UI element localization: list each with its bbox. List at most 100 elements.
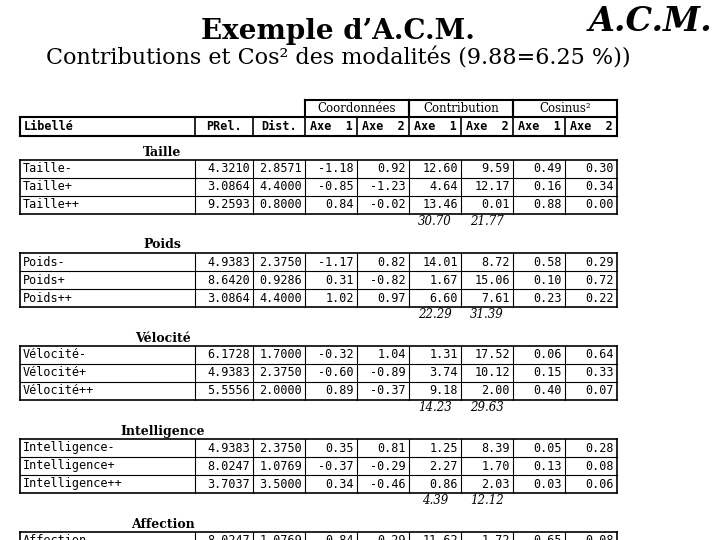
Text: 3.0864: 3.0864 <box>207 180 250 193</box>
Text: 0.97: 0.97 <box>377 292 406 305</box>
Text: 0.92: 0.92 <box>377 163 406 176</box>
Text: 6.1728: 6.1728 <box>207 348 250 361</box>
Text: 0.22: 0.22 <box>585 292 614 305</box>
Text: 0.86: 0.86 <box>430 477 458 490</box>
Text: 14.23: 14.23 <box>418 401 452 414</box>
Text: 0.82: 0.82 <box>377 255 406 268</box>
Text: 6.60: 6.60 <box>430 292 458 305</box>
Text: 0.49: 0.49 <box>534 163 562 176</box>
Text: 12.12: 12.12 <box>470 494 504 507</box>
Text: 14.01: 14.01 <box>423 255 458 268</box>
Text: Taille+: Taille+ <box>23 180 73 193</box>
Text: 0.84: 0.84 <box>325 199 354 212</box>
Text: 0.34: 0.34 <box>325 477 354 490</box>
Text: Axe  2: Axe 2 <box>361 120 405 133</box>
Text: 8.6420: 8.6420 <box>207 273 250 287</box>
Text: 0.07: 0.07 <box>585 384 614 397</box>
Text: 0.16: 0.16 <box>534 180 562 193</box>
Text: Contributions et Cos² des modalités (9.88=6.25 %)): Contributions et Cos² des modalités (9.8… <box>46 48 631 70</box>
Text: 12.17: 12.17 <box>474 180 510 193</box>
Text: 0.08: 0.08 <box>585 460 614 472</box>
Text: 2.3750: 2.3750 <box>259 367 302 380</box>
Text: 0.9286: 0.9286 <box>259 273 302 287</box>
Text: -0.82: -0.82 <box>370 273 406 287</box>
Text: -0.37: -0.37 <box>318 460 354 472</box>
Text: 0.58: 0.58 <box>534 255 562 268</box>
Text: Vélocité++: Vélocité++ <box>23 384 94 397</box>
Text: 2.3750: 2.3750 <box>259 255 302 268</box>
Text: 0.15: 0.15 <box>534 367 562 380</box>
Text: Poids-: Poids- <box>23 255 66 268</box>
Text: -1.18: -1.18 <box>318 163 354 176</box>
Text: 0.13: 0.13 <box>534 460 562 472</box>
Text: -0.89: -0.89 <box>370 367 406 380</box>
Text: 3.7037: 3.7037 <box>207 477 250 490</box>
Text: 0.88: 0.88 <box>534 199 562 212</box>
Text: -0.29: -0.29 <box>370 460 406 472</box>
Text: -1.17: -1.17 <box>318 255 354 268</box>
Text: Taille: Taille <box>143 145 181 159</box>
Text: 0.8000: 0.8000 <box>259 199 302 212</box>
Text: Dist.: Dist. <box>261 120 297 133</box>
Text: 10.12: 10.12 <box>474 367 510 380</box>
Text: 0.06: 0.06 <box>585 477 614 490</box>
Text: 2.3750: 2.3750 <box>259 442 302 455</box>
Text: -0.46: -0.46 <box>370 477 406 490</box>
Text: 0.10: 0.10 <box>534 273 562 287</box>
Text: 0.31: 0.31 <box>325 273 354 287</box>
Text: 0.35: 0.35 <box>325 442 354 455</box>
Text: 0.84: 0.84 <box>325 535 354 540</box>
Text: Vélocité+: Vélocité+ <box>23 367 87 380</box>
Text: 0.40: 0.40 <box>534 384 562 397</box>
Text: 0.30: 0.30 <box>585 163 614 176</box>
Text: 0.29: 0.29 <box>377 535 406 540</box>
Text: 2.27: 2.27 <box>430 460 458 472</box>
Text: 9.59: 9.59 <box>482 163 510 176</box>
Text: 1.04: 1.04 <box>377 348 406 361</box>
Text: 8.72: 8.72 <box>482 255 510 268</box>
Text: -0.37: -0.37 <box>370 384 406 397</box>
Text: 3.74: 3.74 <box>430 367 458 380</box>
Text: 0.64: 0.64 <box>585 348 614 361</box>
Text: Exemple d’A.C.M.: Exemple d’A.C.M. <box>202 18 475 45</box>
Text: Poids: Poids <box>143 239 181 252</box>
Text: 22.29: 22.29 <box>418 308 452 321</box>
Text: Coordonnées: Coordonnées <box>318 102 396 115</box>
Text: 4.4000: 4.4000 <box>259 292 302 305</box>
Text: -0.32: -0.32 <box>318 348 354 361</box>
Text: 5.5556: 5.5556 <box>207 384 250 397</box>
Text: 0.33: 0.33 <box>585 367 614 380</box>
Text: Poids+: Poids+ <box>23 273 66 287</box>
Text: Poids++: Poids++ <box>23 292 73 305</box>
Text: 1.25: 1.25 <box>430 442 458 455</box>
Text: 0.05: 0.05 <box>534 442 562 455</box>
Text: 1.7000: 1.7000 <box>259 348 302 361</box>
Text: 1.0769: 1.0769 <box>259 460 302 472</box>
Text: 1.70: 1.70 <box>482 460 510 472</box>
Text: 1.31: 1.31 <box>430 348 458 361</box>
Text: 4.9383: 4.9383 <box>207 367 250 380</box>
Text: Cosinus²: Cosinus² <box>539 102 591 115</box>
Text: 8.39: 8.39 <box>482 442 510 455</box>
Text: 2.8571: 2.8571 <box>259 163 302 176</box>
Text: 4.3210: 4.3210 <box>207 163 250 176</box>
Text: 4.39: 4.39 <box>422 494 448 507</box>
Text: -0.02: -0.02 <box>370 199 406 212</box>
Text: 0.29: 0.29 <box>585 255 614 268</box>
Text: Vélocité-: Vélocité- <box>23 348 87 361</box>
Text: 15.06: 15.06 <box>474 273 510 287</box>
Text: Axe  1: Axe 1 <box>413 120 456 133</box>
Text: 1.67: 1.67 <box>430 273 458 287</box>
Text: Libellé: Libellé <box>24 120 74 133</box>
Text: Contribution: Contribution <box>423 102 499 115</box>
Text: Intelligence: Intelligence <box>120 424 204 437</box>
Text: 9.2593: 9.2593 <box>207 199 250 212</box>
Text: 4.64: 4.64 <box>430 180 458 193</box>
Text: 0.03: 0.03 <box>534 477 562 490</box>
Text: 1.72: 1.72 <box>482 535 510 540</box>
Text: 0.08: 0.08 <box>585 535 614 540</box>
Text: Taille-: Taille- <box>23 163 73 176</box>
Text: 0.72: 0.72 <box>585 273 614 287</box>
Text: 9.18: 9.18 <box>430 384 458 397</box>
Text: 8.0247: 8.0247 <box>207 535 250 540</box>
